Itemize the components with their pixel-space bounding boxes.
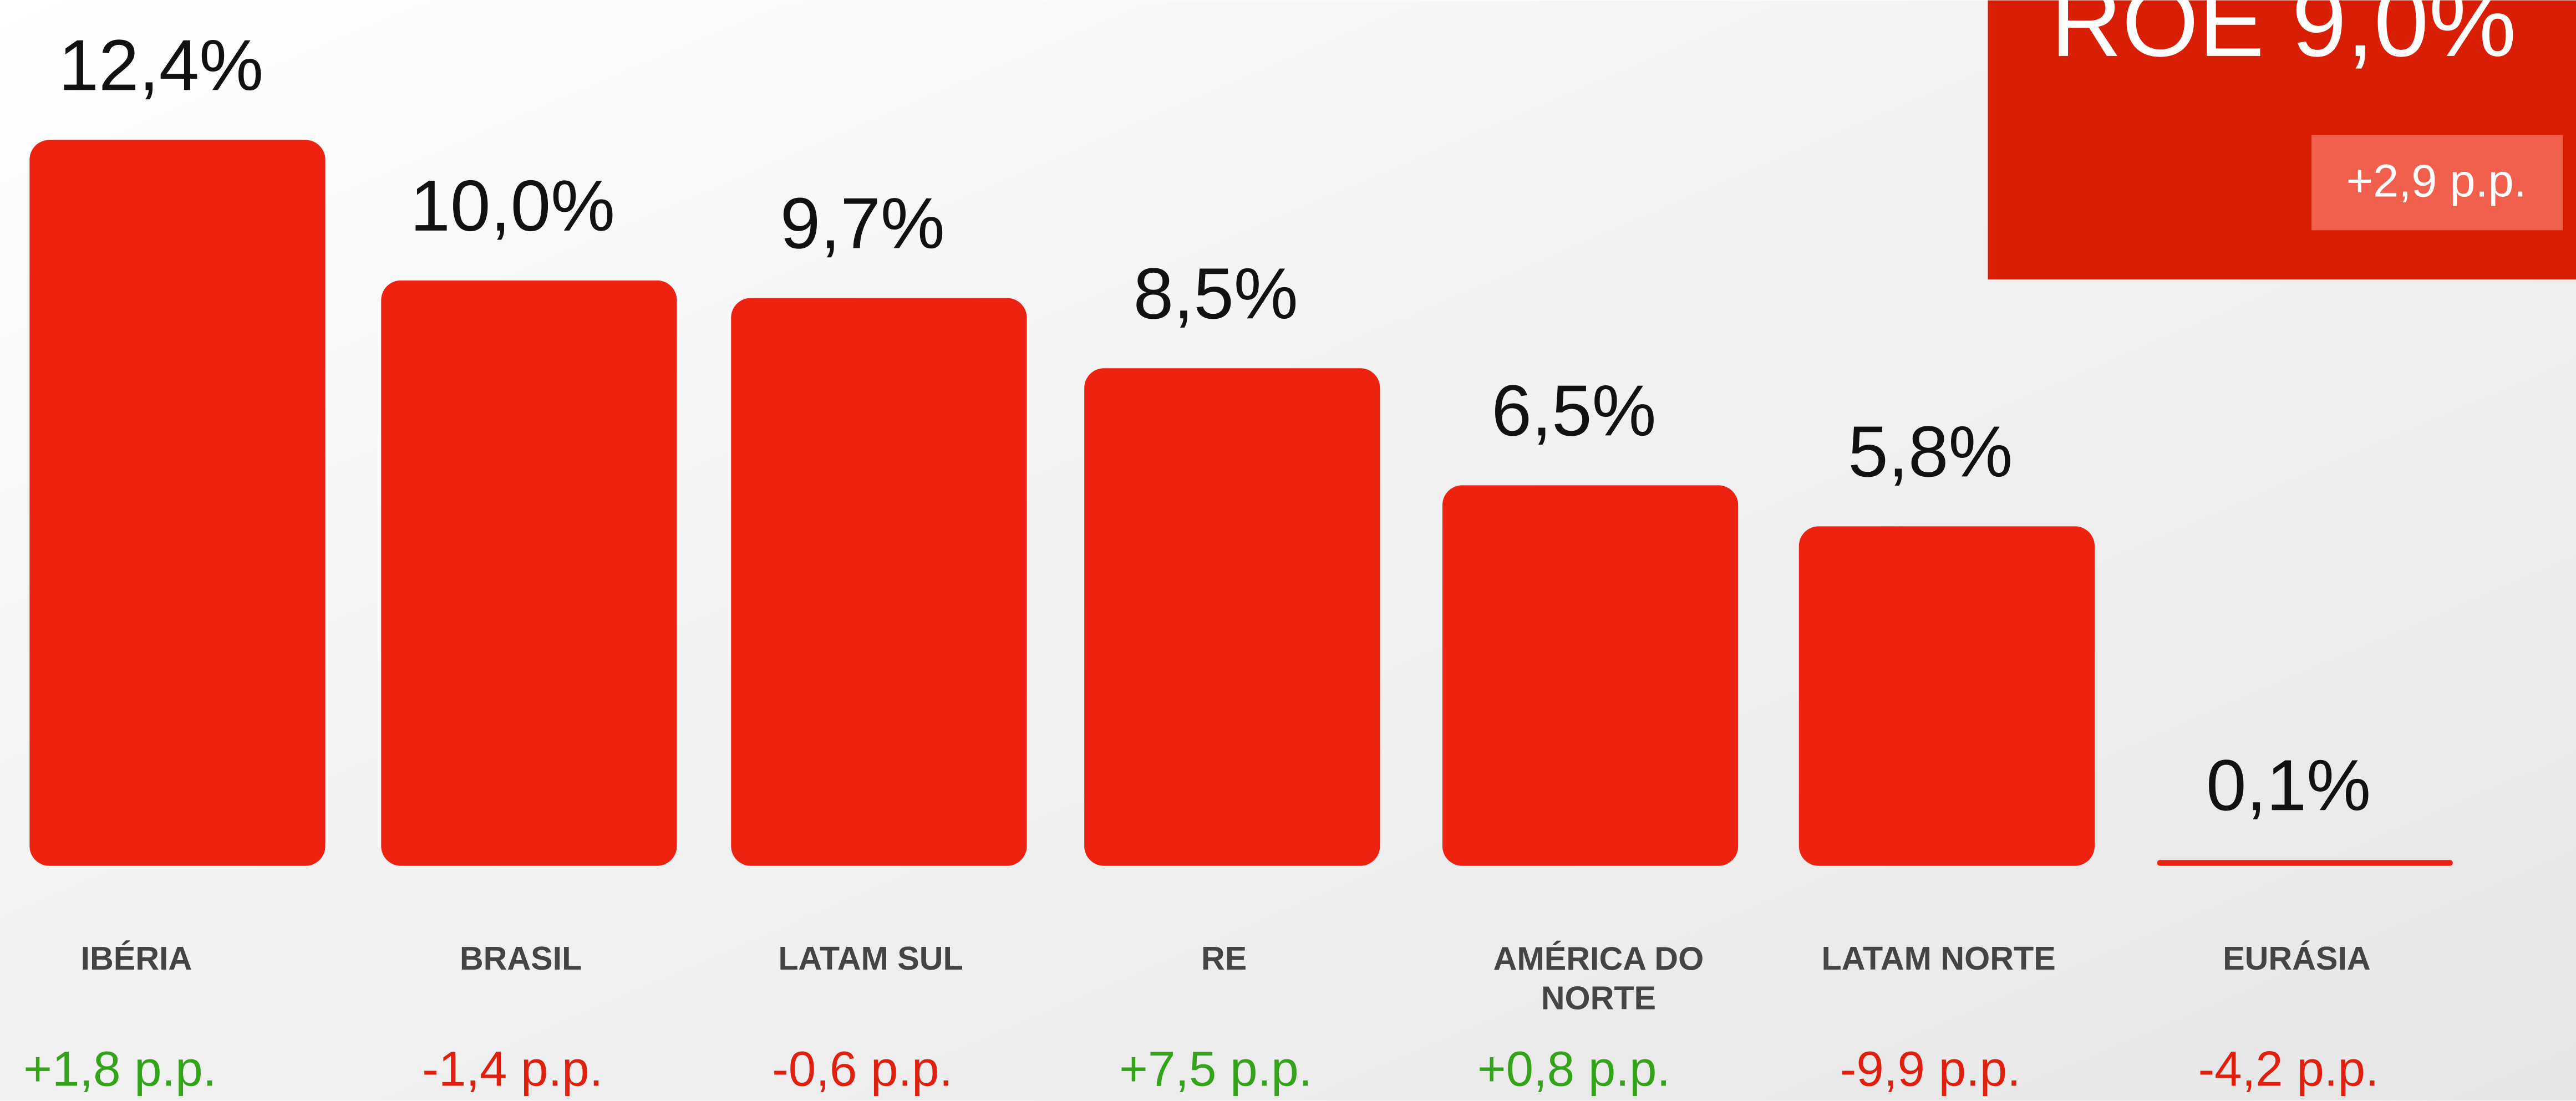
value-label: 0,1% bbox=[2206, 745, 2371, 825]
category-label: EURÁSIA bbox=[2223, 940, 2371, 977]
roe-title: ROE 9,0% bbox=[2051, 0, 2517, 77]
category-label: LATAM SUL bbox=[778, 940, 963, 977]
category-label: IBÉRIA bbox=[80, 940, 192, 977]
bar bbox=[1798, 526, 2095, 866]
bar bbox=[29, 140, 326, 866]
category-label: AMÉRICA DO NORTE bbox=[1493, 940, 1704, 1016]
value-label: 12,4% bbox=[59, 24, 264, 105]
change-label: -1,4 p.p. bbox=[422, 1042, 603, 1097]
bar bbox=[1442, 485, 1739, 866]
change-label: +7,5 p.p. bbox=[1119, 1042, 1312, 1097]
change-label: +1,8 p.p. bbox=[23, 1042, 216, 1097]
value-label: 6,5% bbox=[1491, 370, 1656, 451]
bar bbox=[2157, 860, 2453, 866]
value-label: 10,0% bbox=[410, 165, 615, 246]
value-label: 8,5% bbox=[1134, 253, 1298, 334]
bar bbox=[1084, 368, 1380, 866]
value-label: 5,8% bbox=[1848, 411, 2013, 492]
change-label: -4,2 p.p. bbox=[2198, 1042, 2379, 1097]
change-label: -0,6 p.p. bbox=[772, 1042, 953, 1097]
change-label: +0,8 p.p. bbox=[1477, 1042, 1670, 1097]
roe-change-box bbox=[2311, 135, 2563, 231]
bar bbox=[731, 298, 1027, 866]
category-label: RE bbox=[1201, 940, 1247, 977]
change-label: -9,9 p.p. bbox=[1840, 1042, 2021, 1097]
roe-change: +2,9 p.p. bbox=[2346, 155, 2527, 206]
bar bbox=[381, 280, 677, 866]
category-label: BRASIL bbox=[460, 940, 582, 977]
category-label: LATAM NORTE bbox=[1821, 940, 2055, 977]
value-label: 9,7% bbox=[780, 183, 945, 264]
